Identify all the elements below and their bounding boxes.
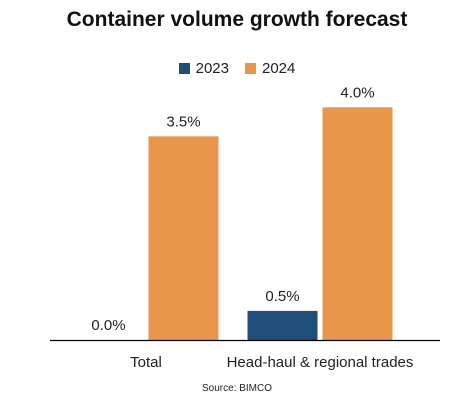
x-tick-label-0: Total xyxy=(130,354,162,371)
legend-label-2024: 2024 xyxy=(262,60,296,77)
source-note: Source: BIMCO xyxy=(201,383,273,394)
legend-item-2023: 2023 xyxy=(178,60,229,77)
bar-2024-0 xyxy=(148,136,219,340)
bar-2023-1 xyxy=(247,310,318,340)
legend-item-2024: 2024 xyxy=(245,60,295,77)
legend: 2023 2024 xyxy=(0,60,474,77)
legend-swatch-2023 xyxy=(178,63,190,74)
x-tick-label-1: Head-haul & regional trades xyxy=(227,354,414,371)
data-label-2023-0: 0.0% xyxy=(91,317,125,334)
bar-2024-1 xyxy=(322,107,393,340)
data-label-2024-0: 3.5% xyxy=(166,113,200,130)
legend-swatch-2024 xyxy=(245,63,256,74)
chart-title: Container volume growth forecast xyxy=(66,8,408,31)
legend-label-2023: 2023 xyxy=(195,60,229,77)
data-label-2024-1: 4.0% xyxy=(340,84,374,101)
data-label-2023-1: 0.5% xyxy=(265,288,299,305)
